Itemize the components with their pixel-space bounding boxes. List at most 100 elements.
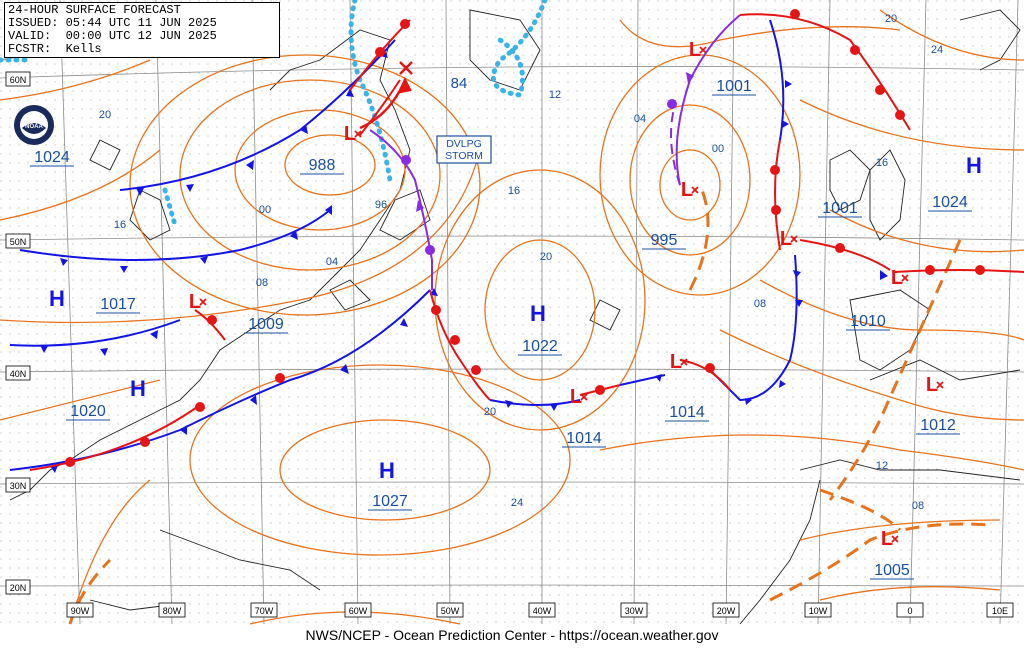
low-pressure-center: L 995: [642, 179, 699, 250]
low-center-x-icon: [580, 393, 588, 401]
isobar-label: 16: [114, 219, 126, 231]
isobar-label: 24: [511, 497, 523, 509]
lon-label-text: 10W: [809, 606, 828, 616]
low-symbol: L: [926, 374, 938, 396]
lat-label-text: 30N: [10, 481, 27, 491]
lon-label-text: 10E: [992, 606, 1008, 616]
developing-storm-box: DVLPG STORM: [436, 135, 492, 164]
isobar-label: 16: [876, 157, 888, 169]
graticule: [0, 0, 1024, 625]
low-pressure-center: L 988: [300, 123, 362, 175]
lon-label: 40W: [528, 602, 556, 618]
high-symbol: H: [530, 301, 546, 326]
lon-label: 50W: [436, 602, 464, 618]
isobar-label: 20: [484, 406, 496, 418]
low-pressure-center: L 1012: [916, 374, 960, 435]
pressure-value: 1014: [566, 430, 602, 447]
isobar-label: 20: [540, 251, 552, 263]
low-symbol: L: [670, 351, 682, 373]
lon-label-text: 70W: [255, 606, 274, 616]
lon-label: 80W: [158, 602, 186, 618]
isobar-label: 00: [259, 204, 271, 216]
occluded-front-developing: [670, 104, 681, 186]
pressure-value: 1012: [920, 417, 956, 434]
header-title: 24-HOUR SURFACE FORECAST: [8, 3, 181, 17]
lon-label: 30W: [620, 602, 648, 618]
lat-label-text: 50N: [10, 237, 27, 247]
lon-label-text: 80W: [163, 606, 182, 616]
low-center-x-icon: [199, 298, 207, 306]
forecast-position-x-icon: [399, 61, 413, 75]
high-symbol: H: [379, 458, 395, 483]
troughs: [68, 184, 991, 625]
header-issued: ISSUED: 05:44 UTC 11 JUN 2025: [8, 16, 217, 30]
low-center-x-icon: [790, 235, 798, 243]
header-valid: VALID: 00:00 UTC 12 JUN 2025: [8, 29, 217, 43]
footer-credit: NWS/NCEP - Ocean Prediction Center - htt…: [305, 627, 719, 643]
low-symbol: L: [689, 39, 701, 61]
low-center-x-icon: [901, 274, 909, 282]
pressure-value: 1020: [70, 403, 106, 420]
lat-label-text: 40N: [10, 369, 27, 379]
storm-box-line1: DVLPG: [446, 138, 482, 150]
lat-label-text: 60N: [10, 75, 27, 85]
low-center-x-icon: [699, 46, 707, 54]
lon-label: 60W: [344, 602, 372, 618]
lon-label: 20W: [712, 602, 740, 618]
low-pressure-center: L 1001: [780, 200, 862, 250]
header-forecaster: FCSTR: Kells: [8, 42, 102, 56]
lon-label: 70W: [250, 602, 278, 618]
pressure-value: 1024: [932, 194, 968, 211]
low-pressure-center: L 1014: [665, 351, 709, 422]
lon-label-text: 20W: [717, 606, 736, 616]
pressure-value: 1009: [248, 316, 284, 333]
ice-edge: [0, 0, 548, 228]
low-pressure-center: L 1005: [870, 528, 914, 580]
low-symbol: L: [570, 386, 582, 408]
low-center-x-icon: [891, 535, 899, 543]
noaa-logo: NOAA: [14, 105, 54, 145]
pressure-value: 1027: [372, 493, 408, 510]
isobar-label: 20: [885, 13, 897, 25]
dot-background: [0, 0, 1024, 624]
isobar-label: 08: [912, 500, 924, 512]
noaa-logo-text: NOAA: [25, 124, 43, 130]
low-symbol: L: [681, 179, 693, 201]
lon-label-text: 30W: [625, 606, 644, 616]
low-symbol: L: [780, 228, 792, 250]
low-center-x-icon: [354, 130, 362, 138]
low-symbol: L: [344, 123, 356, 145]
pressure-value: 1017: [100, 296, 136, 313]
lon-label-text: 40W: [533, 606, 552, 616]
high-pressure-center: H 1020: [66, 376, 146, 421]
lat-label-text: 20N: [10, 583, 27, 593]
low-center-x-icon: [936, 381, 944, 389]
isobar-label: 08: [256, 277, 268, 289]
isobar-label: 84: [451, 75, 468, 92]
low-pressure-center: L 1014: [562, 386, 606, 448]
isobar-label: 08: [754, 298, 766, 310]
isobar-label: 04: [634, 113, 646, 125]
lat-label: 50N: [5, 233, 31, 249]
isobar-label: 00: [712, 143, 724, 155]
isobar-label: 12: [876, 460, 888, 472]
lon-label: 10E: [986, 602, 1014, 618]
pressure-value: 1022: [522, 338, 558, 355]
high-symbol: H: [130, 376, 146, 401]
lon-label: 90W: [66, 602, 94, 618]
forecast-header: 24-HOUR SURFACE FORECAST ISSUED: 05:44 UT…: [4, 2, 280, 58]
low-center-x-icon: [680, 358, 688, 366]
lat-label: 30N: [5, 477, 31, 493]
high-pressure-center: 1024: [30, 149, 74, 167]
high-pressure-center: H 1017: [49, 286, 140, 314]
high-symbol: H: [966, 153, 982, 178]
pressure-value: 988: [309, 157, 336, 174]
storm-box-line2: STORM: [445, 150, 483, 162]
high-symbol: H: [49, 286, 65, 311]
pressure-value: 1001: [822, 200, 858, 217]
pressure-value: 1005: [874, 562, 910, 579]
high-pressure-center: H 1027: [368, 458, 412, 511]
